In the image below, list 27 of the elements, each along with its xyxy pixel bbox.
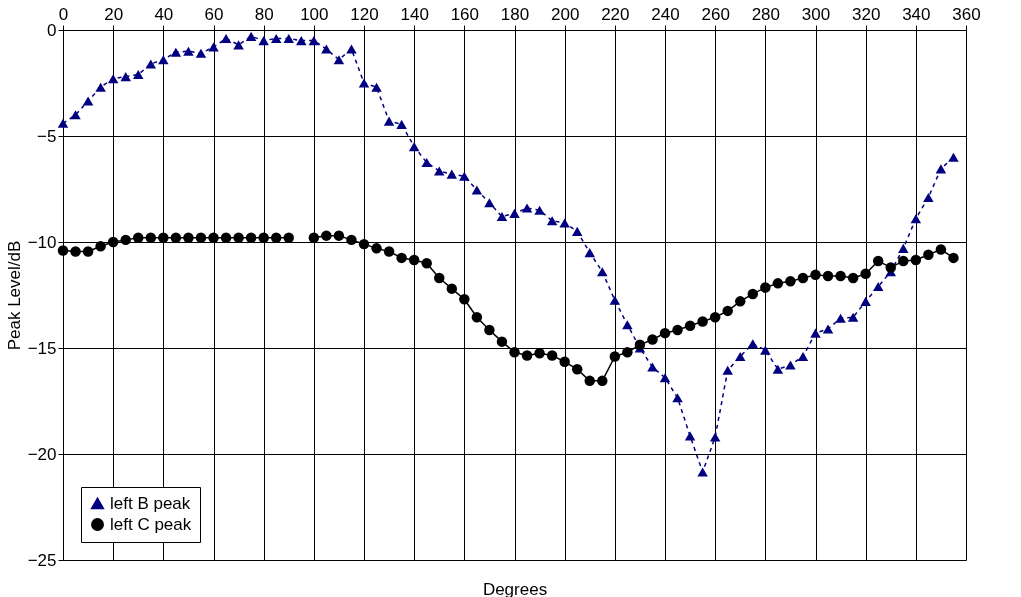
y-tick-label: −20 (27, 444, 57, 464)
y-tick-label: −25 (27, 550, 57, 570)
x-tick-label: 20 (104, 4, 124, 24)
x-tick-label: 100 (300, 4, 329, 24)
x-tick-label: 140 (400, 4, 429, 24)
x-tick-label: 40 (154, 4, 174, 24)
y-tick-label: 0 (47, 20, 57, 40)
y-axis-title: Peak Level/dB (4, 240, 24, 351)
x-tick-label: 340 (902, 4, 931, 24)
x-tick-label: 240 (651, 4, 680, 24)
y-tick-label: −5 (37, 126, 57, 146)
x-tick-label: 300 (801, 4, 831, 24)
x-tick-label: 260 (701, 4, 730, 24)
x-tick-label: 80 (254, 4, 274, 24)
x-tick-label: 220 (601, 4, 630, 24)
x-tick-label: 120 (350, 4, 379, 24)
y-tick-label: −15 (27, 338, 57, 358)
x-tick-label: 160 (450, 4, 480, 24)
x-tick-label: 320 (851, 4, 881, 24)
legend-label: left C peak (110, 514, 192, 534)
x-tick-label: 60 (204, 4, 224, 24)
x-tick-label: 360 (952, 4, 981, 24)
x-tick-label: 280 (751, 4, 781, 24)
x-tick-label: 200 (550, 4, 580, 24)
y-tick-label: −10 (27, 232, 57, 252)
x-tick-label: 180 (500, 4, 530, 24)
legend-label: left B peak (110, 493, 191, 513)
